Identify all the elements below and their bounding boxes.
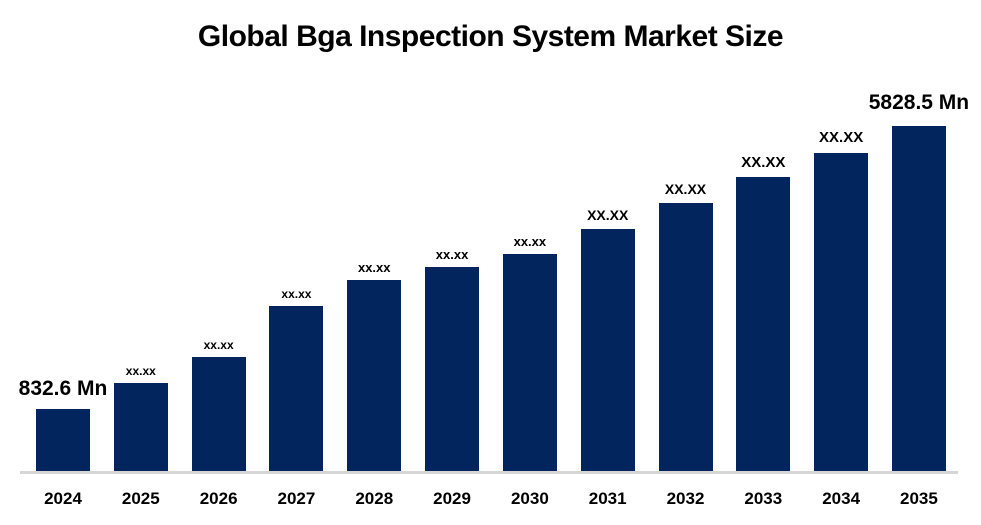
plot-area: 832.6 Mn xx.xx xx.xx xx.xx xx.xx xx.xx xx.xx XX… — [19, 92, 969, 471]
bar-2028 — [347, 280, 402, 471]
x-tick-2033: 2033 — [744, 489, 783, 508]
bar-2025 — [113, 383, 168, 471]
x-tick-2035: 2035 — [900, 489, 938, 508]
bar-2033 — [736, 177, 791, 471]
bar-2035 — [891, 126, 946, 471]
bar-value-label-2030: xx.xx — [513, 234, 547, 249]
x-tick-2030: 2030 — [510, 489, 549, 508]
bar-column-2033: XX.XX — [736, 126, 791, 471]
chart-title: Global Bga Inspection System Market Size — [197, 20, 784, 53]
bar-column-2034: XX.XX — [814, 126, 869, 471]
bar-2032 — [658, 203, 713, 471]
bar-column-2024: 832.6 Mn — [19, 126, 107, 471]
bar-value-label-2031: XX.XX — [587, 207, 629, 223]
x-tick-2029: 2029 — [433, 489, 471, 508]
bar-value-label-2026: xx.xx — [203, 338, 234, 352]
x-tick-2024: 2024 — [44, 489, 82, 508]
bar-column-2026: xx.xx — [191, 126, 246, 471]
bar-2027 — [269, 306, 324, 471]
bar-2029 — [425, 267, 480, 471]
bar-value-label-2035: 5828.5 Mn — [868, 91, 970, 114]
x-axis-line — [20, 471, 958, 474]
bar-value-label-2025: xx.xx — [125, 364, 156, 378]
x-tick-2032: 2032 — [666, 489, 705, 508]
bar-column-2035: 5828.5 Mn — [869, 92, 969, 471]
x-tick-2027: 2027 — [277, 489, 316, 508]
bar-value-label-2032: XX.XX — [664, 181, 707, 197]
x-tick-2034: 2034 — [822, 489, 861, 508]
x-tick-2028: 2028 — [355, 489, 394, 508]
bar-value-label-2034: XX.XX — [819, 129, 864, 146]
bar-2030 — [502, 254, 557, 471]
x-tick-2025: 2025 — [121, 489, 160, 508]
x-tick-2026: 2026 — [199, 489, 238, 508]
bar-column-2028: xx.xx — [347, 126, 402, 471]
bar-column-2031: XX.XX — [580, 126, 635, 471]
bar-value-label-2029: xx.xx — [435, 247, 469, 262]
bar-2034 — [814, 153, 869, 471]
bar-value-label-2024: 832.6 Mn — [18, 377, 108, 400]
bar-column-2030: xx.xx — [502, 126, 557, 471]
bar-column-2029: xx.xx — [425, 126, 480, 471]
x-axis-labels: 2024 2025 2026 2027 2028 2029 2030 2031 2032 2033… — [36, 489, 946, 509]
bar-value-label-2033: XX.XX — [741, 154, 786, 171]
bar-column-2027: xx.xx — [269, 126, 324, 471]
bar-value-label-2027: xx.xx — [281, 287, 312, 301]
bar-column-2032: XX.XX — [658, 126, 713, 471]
bar-2026 — [191, 357, 246, 471]
x-tick-2031: 2031 — [588, 489, 627, 508]
bar-value-label-2028: xx.xx — [357, 260, 391, 275]
bar-column-2025: xx.xx — [113, 126, 168, 471]
bar-2024 — [36, 409, 90, 471]
bar-2031 — [580, 229, 635, 471]
